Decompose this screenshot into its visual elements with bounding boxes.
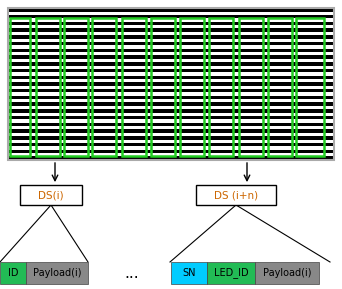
Bar (9, 146, 333, 149)
Bar (9, 12, 333, 15)
Bar (9, 18, 333, 22)
Bar (9, 39, 333, 42)
Bar (9, 113, 333, 116)
Bar (180, 18, 204, 156)
Text: DS(i): DS(i) (38, 190, 64, 200)
Bar (64, 18, 88, 156)
Bar (9, 59, 333, 62)
Bar (9, 86, 333, 89)
Text: ...: ... (125, 266, 139, 281)
Bar (9, 140, 333, 143)
Bar (196, 185, 276, 205)
Bar (296, 18, 324, 156)
Bar (9, 99, 333, 102)
Bar (151, 18, 175, 156)
Bar (9, 25, 333, 28)
Bar (36, 18, 60, 156)
Bar (239, 18, 263, 156)
Bar (207, 262, 255, 284)
Bar (0, 262, 26, 284)
Bar (9, 45, 333, 49)
Text: Payload(i): Payload(i) (33, 268, 81, 278)
Bar (9, 66, 333, 69)
Text: ID: ID (8, 268, 18, 278)
Bar (20, 185, 82, 205)
Bar (9, 52, 333, 55)
Text: DS (i+n): DS (i+n) (214, 190, 258, 200)
Text: LED_ID: LED_ID (214, 268, 248, 279)
Bar (122, 18, 146, 156)
Bar (9, 32, 333, 35)
Bar (268, 18, 292, 156)
Bar (92, 18, 116, 156)
Bar (9, 119, 333, 123)
Bar (9, 72, 333, 75)
Bar (26, 262, 88, 284)
Bar (9, 133, 333, 136)
Bar (9, 153, 333, 156)
Bar (9, 126, 333, 129)
Bar (9, 79, 333, 82)
Text: Payload(i): Payload(i) (263, 268, 311, 278)
Bar (9, 92, 333, 96)
Bar (171, 262, 207, 284)
Bar (255, 262, 319, 284)
Text: SN: SN (182, 268, 196, 278)
Bar (10, 18, 30, 156)
Bar (209, 18, 233, 156)
Bar (8, 8, 334, 160)
Bar (9, 106, 333, 109)
